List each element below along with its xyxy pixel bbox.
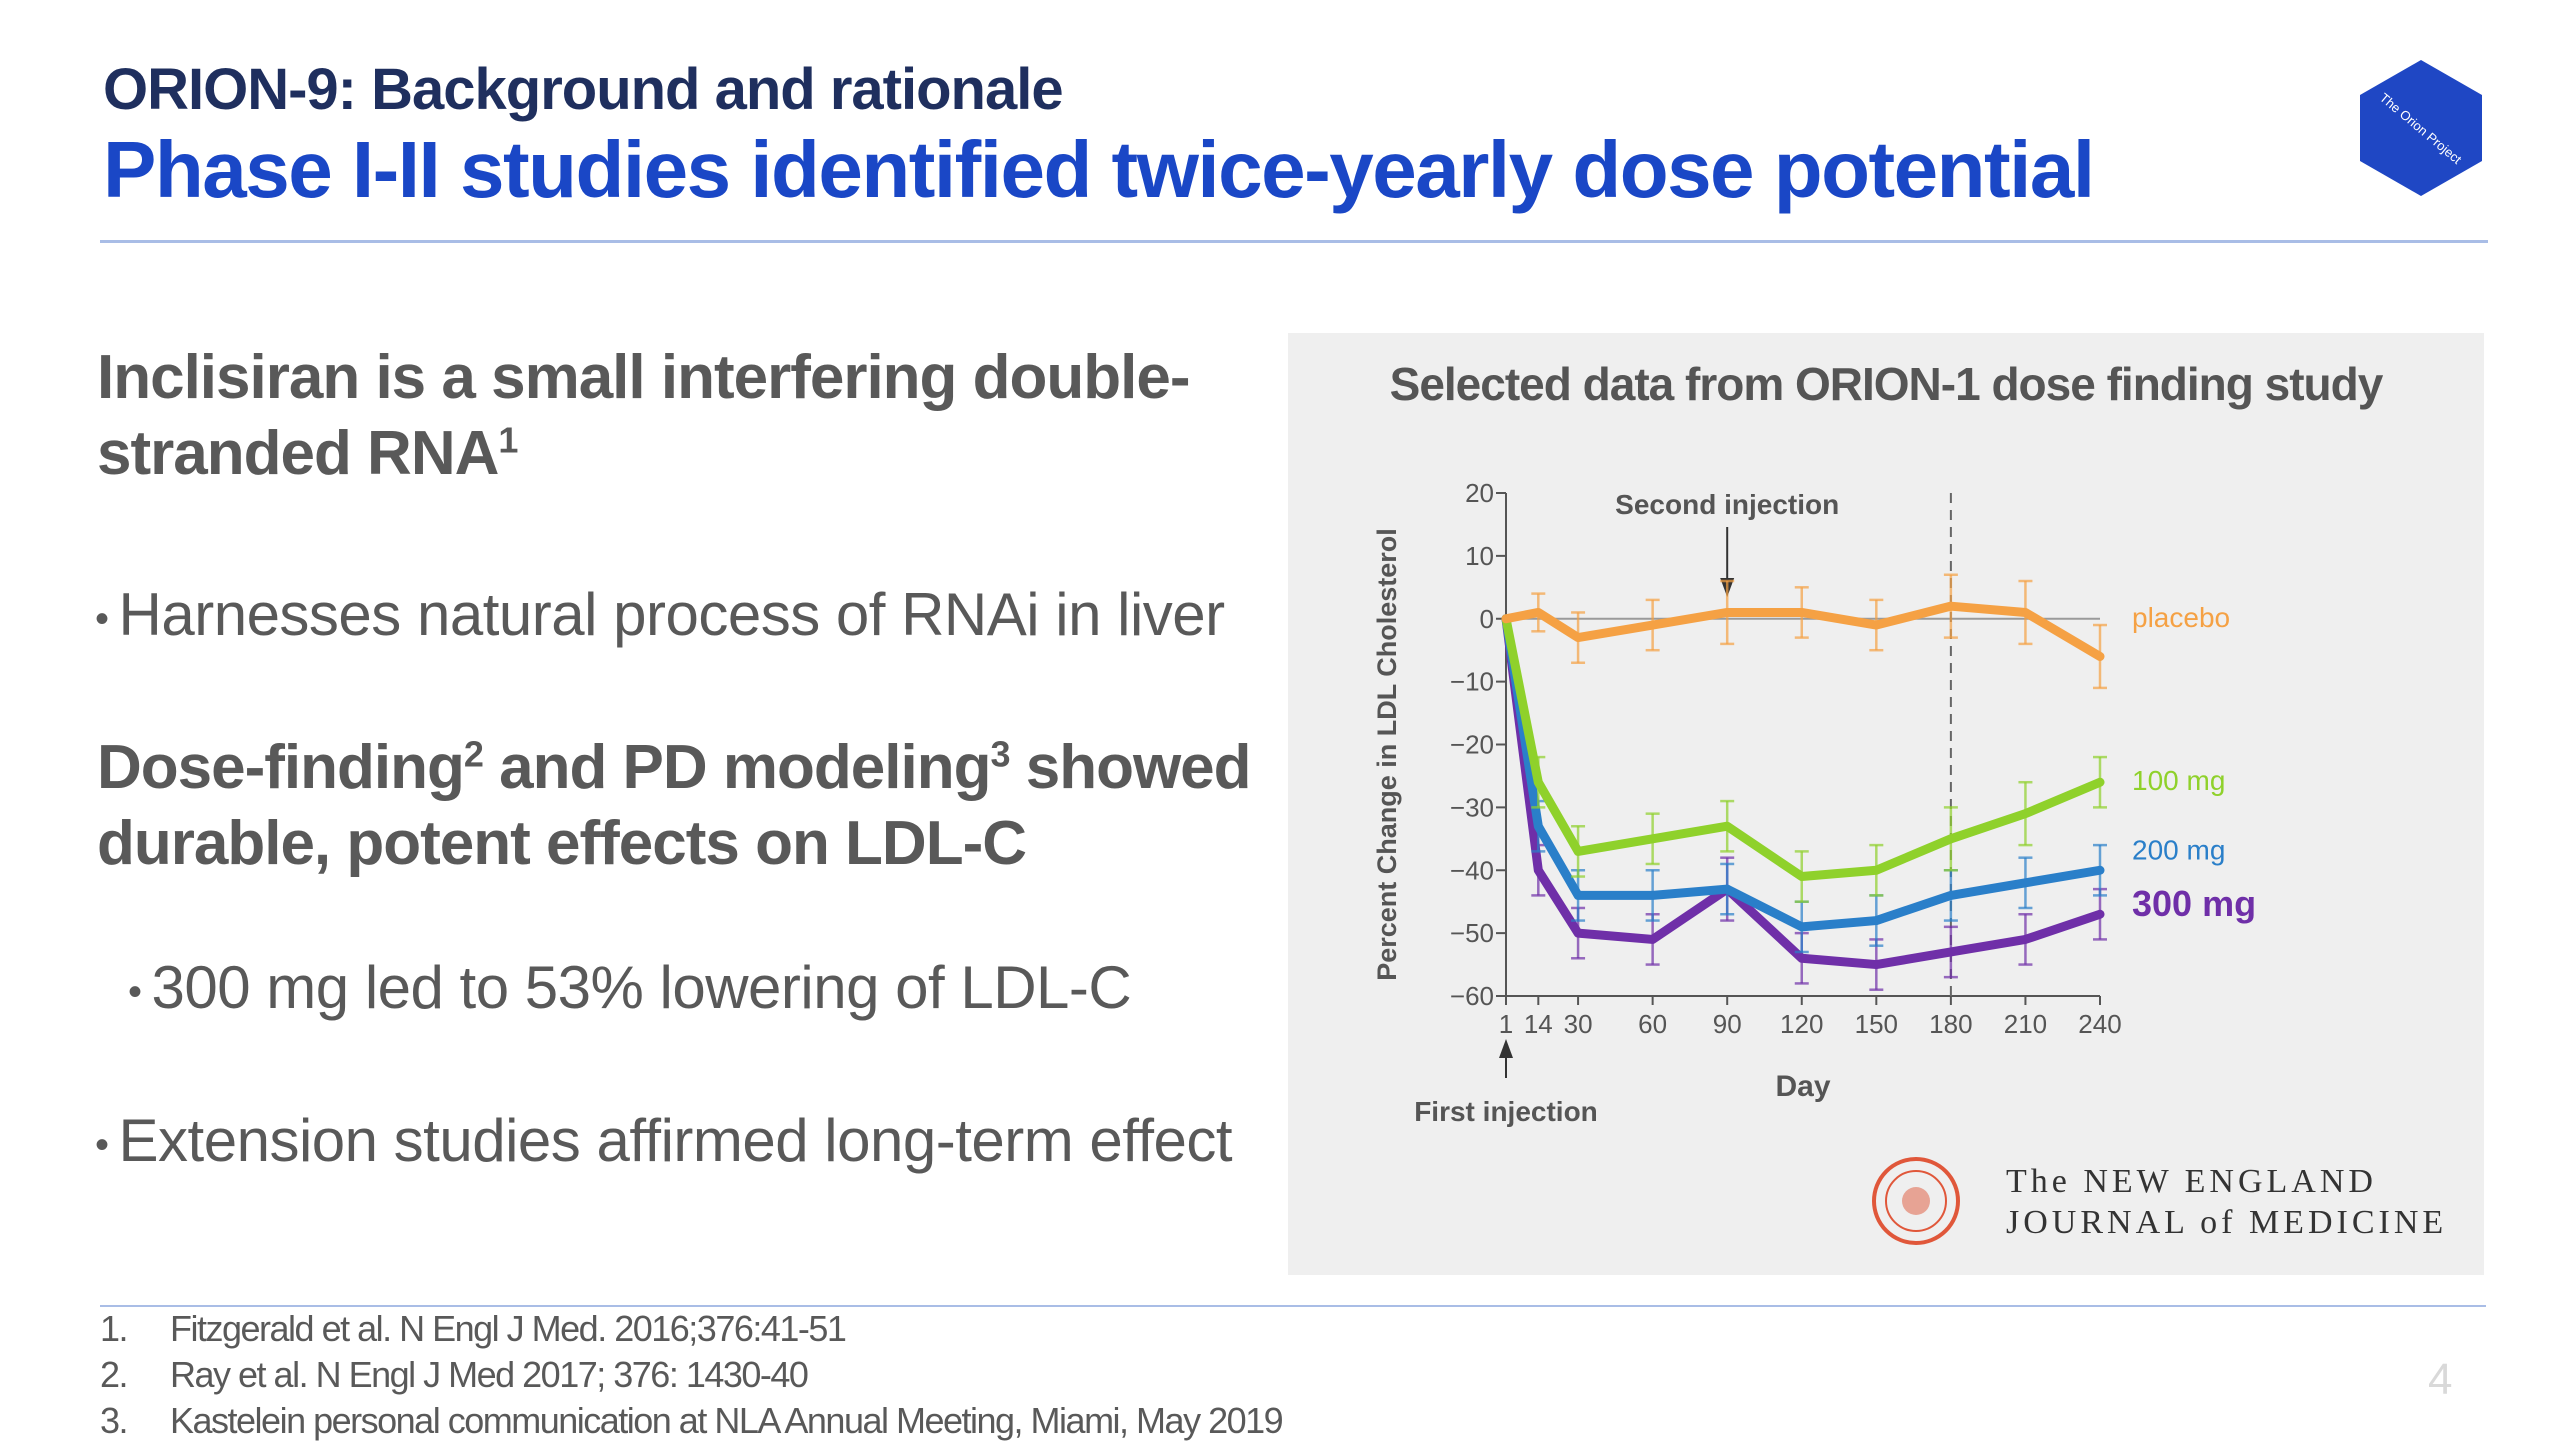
series-line-200-mg <box>1501 614 2105 932</box>
bullet-dot: • <box>95 596 109 641</box>
nejm-seal-inner-ring <box>1885 1170 1947 1232</box>
bullet-dot: • <box>128 969 142 1014</box>
x-tick-label: 180 <box>1929 1009 1972 1039</box>
footnote-marker: 3 <box>990 733 1010 775</box>
x-tick-label: 1 <box>1499 1009 1513 1039</box>
nejm-seal-outer-ring <box>1872 1157 1960 1245</box>
bullet-rnai: • Harnesses natural process of RNAi in li… <box>95 580 1225 649</box>
series-line-100-mg <box>1501 614 2105 882</box>
bullet-300mg-text: 300 mg led to 53% lowering of LDL-C <box>151 954 1132 1021</box>
y-tick-label: 20 <box>1465 478 1494 508</box>
y-tick-label: −30 <box>1450 792 1494 822</box>
x-tick-label: 240 <box>2078 1009 2121 1039</box>
y-tick-label: −50 <box>1450 918 1494 948</box>
y-tick-label: −40 <box>1450 855 1494 885</box>
heading-dose-finding: Dose-finding2 and PD modeling3 showed du… <box>97 730 1277 882</box>
chart-title: Selected data from ORION-1 dose finding … <box>1389 358 2384 410</box>
first-injection-arrowhead <box>1499 1039 1513 1058</box>
x-tick-label: 60 <box>1638 1009 1667 1039</box>
x-tick-label: 30 <box>1564 1009 1593 1039</box>
series-label-200-mg: 200 mg <box>2132 834 2225 865</box>
page-number: 4 <box>2428 1355 2453 1404</box>
bullet-dot: • <box>95 1122 109 1167</box>
reference-number: 1. <box>100 1308 129 1349</box>
second-injection-label: Second injection <box>1615 489 1839 520</box>
y-axis-label: Percent Change in LDL Cholesterol <box>1372 528 1402 981</box>
reference-text: Kastelein personal communication at NLA … <box>170 1400 1284 1441</box>
series-label-300-mg: 300 mg <box>2132 883 2256 924</box>
x-tick-label: 90 <box>1713 1009 1742 1039</box>
chart-panel: Selected data from ORION-1 dose finding … <box>1288 333 2484 1275</box>
x-axis-label: Day <box>1775 1070 1830 1103</box>
y-tick-label: −20 <box>1450 730 1494 760</box>
x-tick-label: 150 <box>1855 1009 1898 1039</box>
reference-text: Ray et al. N Engl J Med 2017; 376: 1430-… <box>170 1354 809 1395</box>
series-label-100-mg: 100 mg <box>2132 765 2225 796</box>
heading-inclisiran: Inclisiran is a small interfering double… <box>97 340 1237 492</box>
slide-kicker: ORION-9: Background and rationale <box>103 57 1064 122</box>
nejm-line-1: The NEW ENGLAND <box>2006 1163 2377 1200</box>
y-tick-label: 0 <box>1480 604 1494 634</box>
reference-item: 2. Ray et al. N Engl J Med 2017; 376: 143… <box>100 1354 809 1396</box>
series-label-placebo: placebo <box>2132 602 2230 633</box>
heading-part: Dose-finding <box>97 733 465 802</box>
bullet-rnai-text: Harnesses natural process of RNAi in liv… <box>118 581 1226 648</box>
reference-item: 1. Fitzgerald et al. N Engl J Med. 2016;3… <box>100 1308 847 1350</box>
y-tick-label: −60 <box>1450 981 1494 1011</box>
heading-part: showed durable, potent effects on LDL-C <box>97 733 1252 878</box>
x-tick-label: 120 <box>1780 1009 1823 1039</box>
slide-title: Phase I-II studies identified twice-year… <box>103 125 2095 214</box>
nejm-line-2: JOURNAL of MEDICINE <box>2006 1204 2447 1241</box>
nejm-seal-center <box>1902 1187 1930 1215</box>
orion-project-logo: The Orion Project <box>2360 60 2482 196</box>
bullet-extension-text: Extension studies affirmed long-term eff… <box>118 1107 1233 1174</box>
y-tick-label: 10 <box>1465 541 1494 571</box>
title-divider <box>100 240 2488 243</box>
x-tick-label: 210 <box>2004 1009 2047 1039</box>
y-tick-label: −10 <box>1450 667 1494 697</box>
footnote-marker: 1 <box>498 419 518 461</box>
bullet-300mg: • 300 mg led to 53% lowering of LDL-C <box>128 953 1132 1022</box>
reference-number: 2. <box>100 1354 129 1395</box>
bullet-extension: • Extension studies affirmed long-term ef… <box>95 1106 1233 1175</box>
series-line-placebo <box>1501 601 2105 661</box>
ldl-chart: 20 10 0 −10 −20 −30 −40 −50 −601 14 30 60 90 120 150 18… <box>1372 478 2447 1245</box>
series-line-300-mg <box>1501 614 2105 970</box>
references-divider <box>100 1305 2486 1307</box>
first-injection-label: First injection <box>1414 1096 1598 1127</box>
footnote-marker: 2 <box>463 733 484 775</box>
reference-number: 3. <box>100 1400 129 1441</box>
heading-part: and PD modeling <box>482 733 991 802</box>
reference-item: 3. Kastelein personal communication at NL… <box>100 1400 1284 1442</box>
x-tick-label: 14 <box>1524 1009 1553 1039</box>
reference-text: Fitzgerald et al. N Engl J Med. 2016;376… <box>170 1308 847 1349</box>
heading-inclisiran-text: Inclisiran is a small interfering double… <box>97 343 1190 488</box>
